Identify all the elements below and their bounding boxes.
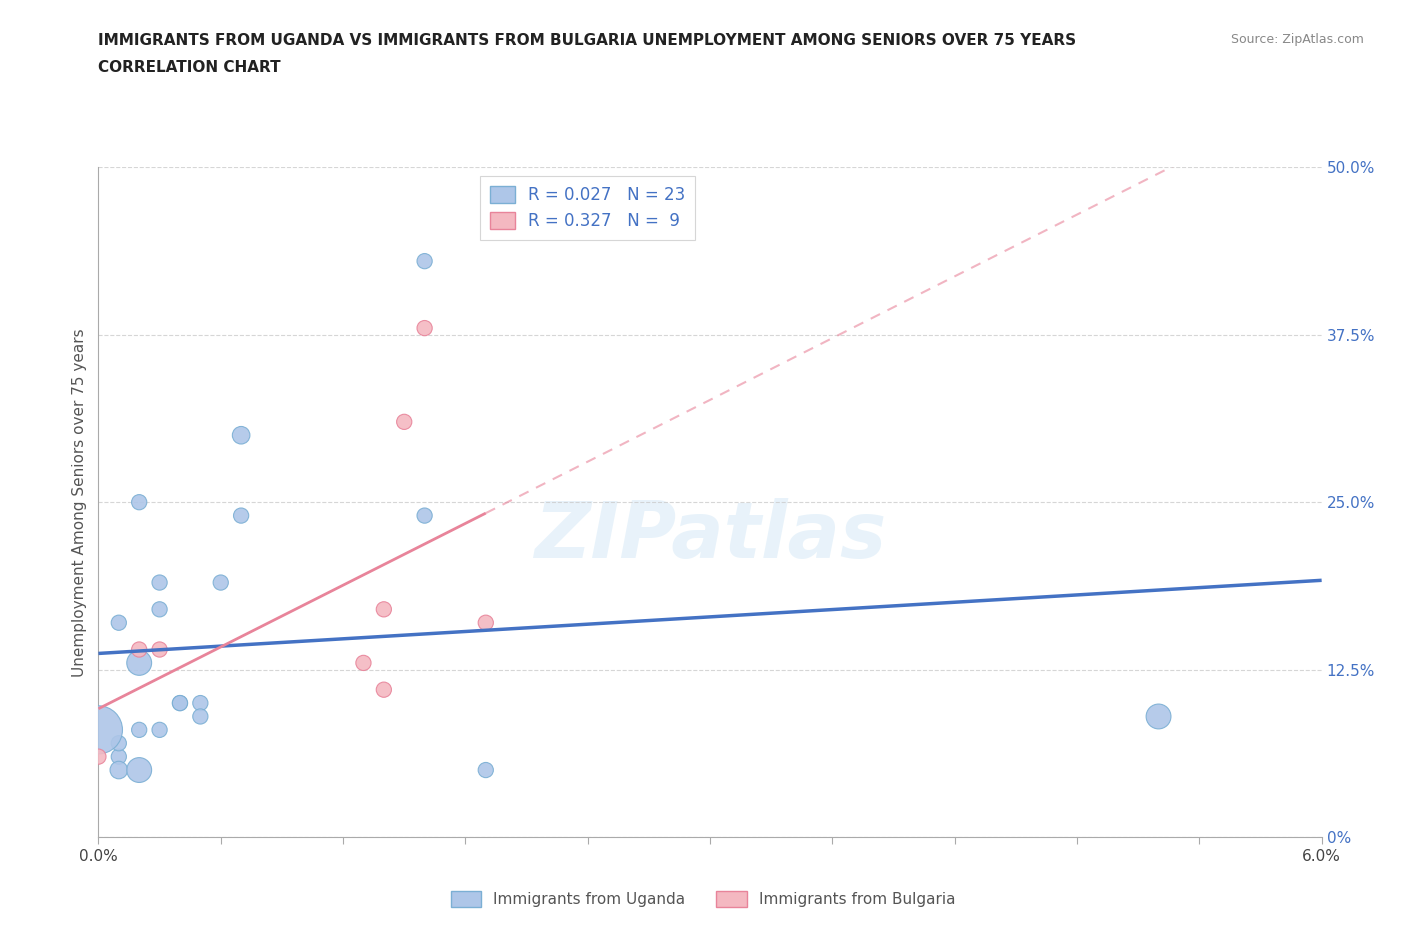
Point <box>474 616 498 631</box>
Legend: R = 0.027   N = 23, R = 0.327   N =  9: R = 0.027 N = 23, R = 0.327 N = 9 <box>479 176 696 240</box>
Point <box>108 616 131 631</box>
Point <box>413 508 436 523</box>
Point <box>169 696 191 711</box>
Point <box>108 763 131 777</box>
Point <box>128 495 150 510</box>
Point <box>413 321 436 336</box>
Point <box>373 602 395 617</box>
Point <box>1147 709 1170 724</box>
Point <box>149 602 172 617</box>
Point <box>128 656 150 671</box>
Point <box>231 428 253 443</box>
Text: ZIPatlas: ZIPatlas <box>534 498 886 574</box>
Point <box>128 763 150 777</box>
Point <box>128 723 150 737</box>
Point <box>169 696 191 711</box>
Point <box>231 508 253 523</box>
Point <box>413 254 436 269</box>
Legend: Immigrants from Uganda, Immigrants from Bulgaria: Immigrants from Uganda, Immigrants from … <box>444 884 962 913</box>
Point <box>392 415 416 430</box>
Y-axis label: Unemployment Among Seniors over 75 years: Unemployment Among Seniors over 75 years <box>72 328 87 676</box>
Text: Source: ZipAtlas.com: Source: ZipAtlas.com <box>1230 33 1364 46</box>
Point <box>149 642 172 657</box>
Point <box>87 723 110 737</box>
Text: IMMIGRANTS FROM UGANDA VS IMMIGRANTS FROM BULGARIA UNEMPLOYMENT AMONG SENIORS OV: IMMIGRANTS FROM UGANDA VS IMMIGRANTS FRO… <box>98 33 1077 47</box>
Point <box>474 763 498 777</box>
Point <box>108 750 131 764</box>
Point <box>188 709 212 724</box>
Point <box>149 575 172 590</box>
Point <box>149 723 172 737</box>
Point <box>108 736 131 751</box>
Text: CORRELATION CHART: CORRELATION CHART <box>98 60 281 75</box>
Point <box>209 575 232 590</box>
Point <box>128 642 150 657</box>
Point <box>373 683 395 698</box>
Point <box>87 750 110 764</box>
Point <box>188 696 212 711</box>
Point <box>352 656 374 671</box>
